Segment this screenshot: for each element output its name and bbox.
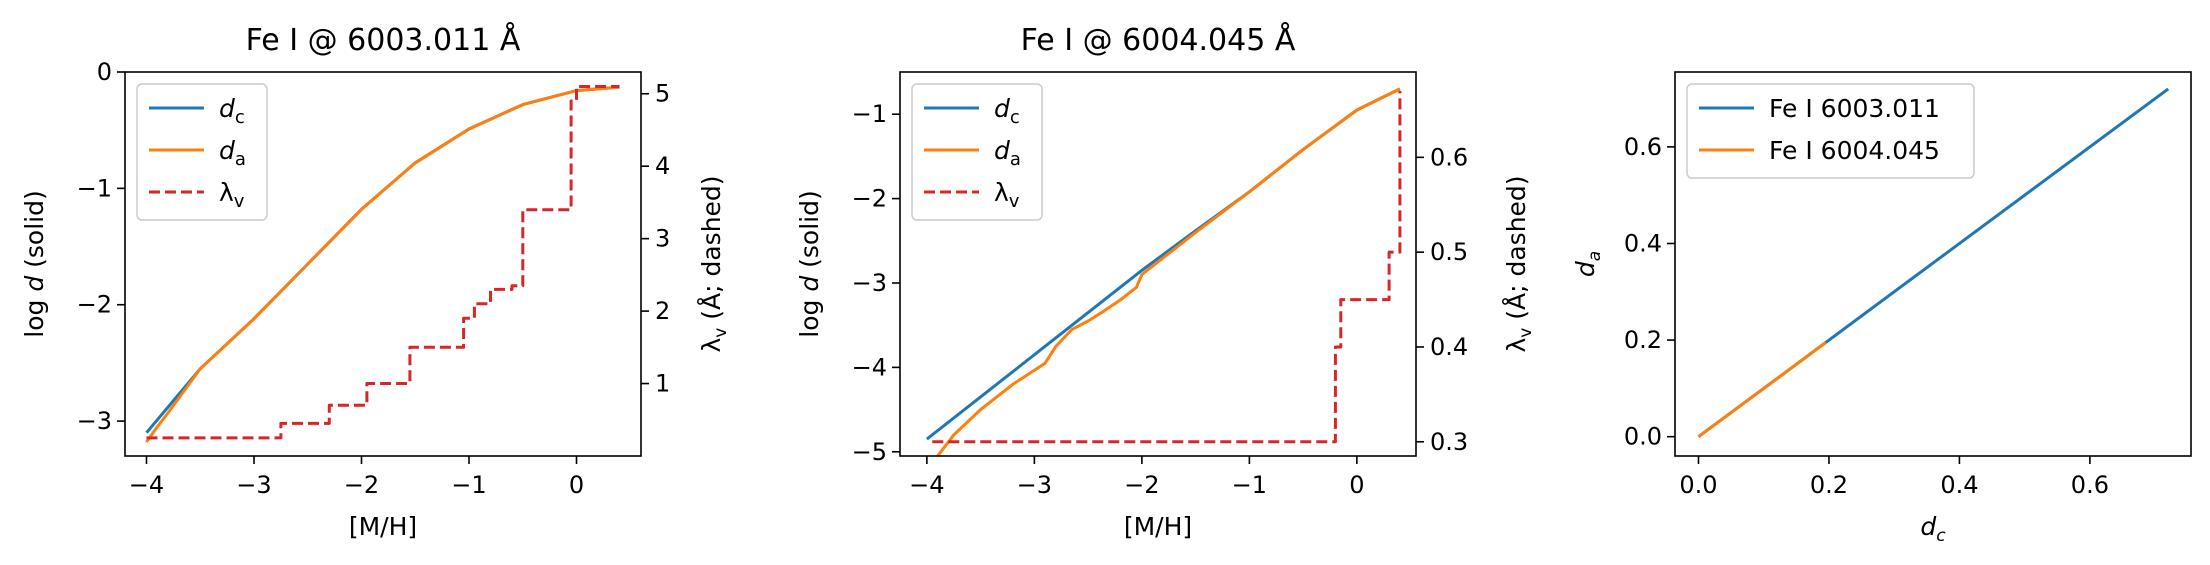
x-tick-label: −3	[236, 471, 271, 499]
legend-label: Fe I 6004.045	[1769, 136, 1940, 165]
legend: dc da λv	[136, 83, 268, 221]
y-tick-label: −3	[852, 269, 887, 297]
series-line-d-a	[936, 87, 1401, 456]
y-tick-label: −2	[77, 291, 112, 319]
y-tick-label: 0.4	[1624, 229, 1662, 257]
legend-label: dc	[219, 94, 245, 128]
x-tick-label: −4	[129, 471, 164, 499]
series-line-d-a	[145, 85, 620, 443]
chart-panel-3: 0.0 0.2 0.4 0.60.00.20.40.6 dc da Fe I 6003…	[1571, 71, 2192, 546]
legend-label: λv	[219, 178, 245, 212]
x-tick-label: −4	[909, 471, 944, 499]
y2-axis-label: λv (Å; dashed)	[1502, 175, 1536, 352]
y-axis-label: log d (solid)	[20, 190, 49, 337]
y-tick-label: 0	[97, 58, 112, 86]
y-tick-label: 0.6	[1624, 133, 1662, 161]
x-tick-label: −3	[1017, 471, 1052, 499]
y2-tick-label: 0.3	[1430, 428, 1468, 456]
x-tick-label: 0.0	[1679, 471, 1717, 499]
y-tick-label: −5	[852, 438, 887, 466]
x-tick-label: 0.6	[2071, 471, 2109, 499]
legend-label: Fe I 6003.011	[1769, 94, 1940, 123]
series-line--v	[146, 85, 620, 440]
x-tick-label: −1	[451, 471, 486, 499]
x-tick-label: 0	[569, 471, 584, 499]
y2-axis-label: λv (Å; dashed)	[697, 175, 731, 352]
chart-title: Fe I @ 6004.045 Å	[1021, 22, 1296, 58]
x-tick-label: −2	[1124, 471, 1159, 499]
x-tick-label: 0.2	[1810, 471, 1848, 499]
y-tick-label: −4	[852, 353, 887, 381]
x-tick-label: −2	[344, 471, 379, 499]
legend: Fe I 6003.011 Fe I 6004.045	[1686, 83, 1975, 179]
series-line-fe-i-6004-045	[1697, 341, 1827, 438]
chart-panel-2: Fe I @ 6004.045 Å −4 −3 −2 −1 0 −5 −4 −3 −2 −1 0.3…	[795, 22, 1536, 541]
y-tick-label: −3	[77, 407, 112, 435]
y2-tick-label: 5	[655, 80, 670, 108]
y-tick-label: 0.2	[1624, 326, 1662, 354]
chart-title: Fe I @ 6003.011 Å	[246, 22, 521, 58]
y-tick-label: −1	[852, 100, 887, 128]
y-tick-label: −2	[852, 185, 887, 213]
x-axis-label: [M/H]	[349, 512, 417, 541]
y-axis-label: log d (solid)	[795, 190, 824, 337]
x-tick-label: −1	[1232, 471, 1267, 499]
y2-tick-label: 0.6	[1430, 143, 1468, 171]
series-line--v	[932, 91, 1402, 444]
x-tick-label: 0	[1349, 471, 1364, 499]
legend-label: dc	[994, 94, 1020, 128]
x-tick-label: 0.4	[1940, 471, 1978, 499]
y2-tick-label: 1	[655, 370, 670, 398]
legend-box	[136, 83, 268, 221]
y2-tick-label: 4	[655, 152, 670, 180]
legend-box	[911, 83, 1043, 221]
y-tick-label: −1	[77, 174, 112, 202]
plot-frame	[1674, 71, 2192, 457]
x-axis-label: [M/H]	[1124, 512, 1192, 541]
legend-label: da	[219, 136, 246, 170]
y2-tick-label: 0.4	[1430, 333, 1468, 361]
chart-panel-1: Fe I @ 6003.011 Å −4 −3 −2 −1 0−3−2−1012345 …	[20, 22, 731, 541]
plot-frame	[899, 71, 1417, 457]
y2-tick-label: 2	[655, 297, 670, 325]
legend-box	[1686, 83, 1975, 179]
y2-tick-label: 3	[655, 225, 670, 253]
y-tick-label: 0.0	[1624, 423, 1662, 451]
y2-tick-label: 0.5	[1430, 238, 1468, 266]
legend-label: λv	[994, 178, 1020, 212]
legend: dc da λv	[911, 83, 1043, 221]
plot-frame	[124, 71, 642, 457]
legend-label: da	[994, 136, 1021, 170]
